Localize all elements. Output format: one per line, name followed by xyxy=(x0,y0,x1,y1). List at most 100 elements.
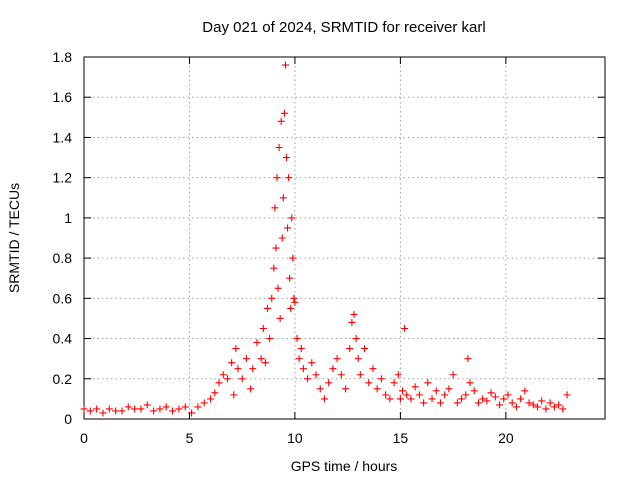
data-point xyxy=(266,335,274,343)
data-point xyxy=(464,355,472,363)
data-point xyxy=(432,387,440,395)
data-point xyxy=(411,383,419,391)
x-axis-label: GPS time / hours xyxy=(291,458,398,474)
data-point xyxy=(436,399,444,407)
data-point xyxy=(215,379,223,387)
data-point xyxy=(521,387,529,395)
plot-frame xyxy=(83,56,606,420)
data-point xyxy=(105,405,113,413)
data-point xyxy=(297,345,305,353)
data-point xyxy=(270,264,278,272)
data-point xyxy=(281,61,289,69)
data-point xyxy=(382,391,390,399)
data-point xyxy=(242,355,250,363)
data-point xyxy=(316,385,324,393)
data-point xyxy=(329,365,337,373)
data-point xyxy=(162,403,170,411)
data-point xyxy=(277,117,285,125)
data-point xyxy=(293,335,301,343)
data-point xyxy=(396,395,404,403)
data-point xyxy=(93,405,101,413)
data-point xyxy=(325,379,333,387)
data-point xyxy=(207,395,215,403)
data-point xyxy=(112,407,120,415)
data-point xyxy=(352,335,360,343)
data-point xyxy=(247,385,255,393)
data-point xyxy=(169,407,177,415)
x-tick-label: 15 xyxy=(393,430,409,446)
data-point xyxy=(118,407,126,415)
data-point xyxy=(284,224,292,232)
data-point xyxy=(238,375,246,383)
grid-lines xyxy=(84,57,605,419)
data-point xyxy=(287,304,295,312)
data-point xyxy=(257,355,265,363)
data-point xyxy=(369,365,377,373)
data-point xyxy=(424,379,432,387)
data-point xyxy=(253,339,261,347)
y-tick-label: 0.2 xyxy=(53,371,73,387)
axis-ticks: 0 0.2 0.4 0.6 0.8 1 1.2 1.4 1.6 1.8 0 5 10 15 20 xyxy=(53,49,605,446)
data-point xyxy=(295,355,303,363)
data-point xyxy=(555,401,563,409)
y-tick-label: 0.8 xyxy=(53,250,73,266)
data-point xyxy=(289,254,297,262)
data-point xyxy=(261,359,269,367)
data-point xyxy=(365,379,373,387)
data-points xyxy=(80,61,571,417)
data-point xyxy=(445,385,453,393)
data-point xyxy=(228,359,236,367)
data-point xyxy=(285,174,293,182)
data-point xyxy=(211,389,219,397)
x-tick-label: 0 xyxy=(80,430,88,446)
data-point xyxy=(470,387,478,395)
data-point xyxy=(86,407,94,415)
data-point xyxy=(232,345,240,353)
data-point xyxy=(188,409,196,417)
data-point xyxy=(394,371,402,379)
data-point xyxy=(407,395,415,403)
data-point xyxy=(282,154,290,162)
x-tick-label: 10 xyxy=(287,430,303,446)
data-point xyxy=(483,397,491,405)
data-point xyxy=(346,345,354,353)
data-point xyxy=(401,325,409,332)
data-point xyxy=(487,389,495,397)
data-point xyxy=(273,174,281,182)
y-tick-label: 1.2 xyxy=(53,170,73,186)
data-point xyxy=(223,375,231,383)
data-point xyxy=(350,310,358,318)
data-point xyxy=(249,365,257,373)
data-point xyxy=(290,294,298,302)
data-point xyxy=(525,399,533,407)
data-point xyxy=(354,355,362,363)
y-tick-label: 1.8 xyxy=(53,49,73,65)
y-tick-label: 0.6 xyxy=(53,290,73,306)
data-point xyxy=(279,194,287,202)
data-point xyxy=(264,304,272,312)
data-point xyxy=(361,345,369,353)
data-point xyxy=(272,244,280,252)
data-point xyxy=(546,399,554,407)
y-axis-label: SRMTID / TECUs xyxy=(6,183,22,293)
data-point xyxy=(312,371,320,379)
data-point xyxy=(333,355,341,363)
data-point xyxy=(274,284,282,292)
data-point xyxy=(200,399,208,407)
data-point xyxy=(80,405,88,413)
data-point xyxy=(320,395,328,403)
data-point xyxy=(286,274,294,282)
data-point xyxy=(386,395,394,403)
data-point xyxy=(420,399,428,407)
data-point xyxy=(124,403,132,411)
data-point xyxy=(268,294,276,302)
data-point xyxy=(99,409,107,417)
y-tick-label: 1.4 xyxy=(53,129,73,145)
data-point xyxy=(474,399,482,407)
data-point xyxy=(276,314,284,322)
data-point xyxy=(342,385,350,393)
data-point xyxy=(280,109,288,117)
data-point xyxy=(271,204,279,212)
data-point xyxy=(496,401,504,409)
data-point xyxy=(234,365,242,373)
